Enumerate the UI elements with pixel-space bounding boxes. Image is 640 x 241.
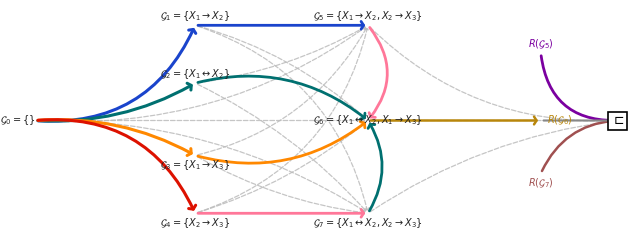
Text: $\mathcal{G}_1 = \{X_1 \rightarrow X_2\}$: $\mathcal{G}_1 = \{X_1 \rightarrow X_2\}… bbox=[160, 9, 230, 23]
Text: $\mathcal{G}_6 = \{X_1 \leftrightarrow X_2, X_1 \rightarrow X_3\}$: $\mathcal{G}_6 = \{X_1 \leftrightarrow X… bbox=[313, 114, 423, 127]
Text: $R(\mathcal{G}_7)$: $R(\mathcal{G}_7)$ bbox=[528, 176, 554, 189]
Text: $\sqsubset$: $\sqsubset$ bbox=[611, 114, 625, 127]
Text: $\mathcal{G}_5 = \{X_1 \rightarrow X_2, X_2 \rightarrow X_3\}$: $\mathcal{G}_5 = \{X_1 \rightarrow X_2, … bbox=[313, 9, 423, 23]
Text: $\mathcal{G}_4 = \{X_2 \rightarrow X_3\}$: $\mathcal{G}_4 = \{X_2 \rightarrow X_3\}… bbox=[160, 216, 230, 229]
Text: $\mathcal{G}_0 = \{\}$: $\mathcal{G}_0 = \{\}$ bbox=[0, 114, 35, 127]
Text: $R(\mathcal{G}_5)$: $R(\mathcal{G}_5)$ bbox=[528, 37, 554, 51]
Text: $\mathcal{G}_3 = \{X_1 \rightarrow X_3\}$: $\mathcal{G}_3 = \{X_1 \rightarrow X_3\}… bbox=[160, 158, 230, 172]
Text: $\mathcal{G}_7 = \{X_1 \leftrightarrow X_2, X_2 \rightarrow X_3\}$: $\mathcal{G}_7 = \{X_1 \leftrightarrow X… bbox=[313, 216, 423, 229]
Text: $R(\mathcal{G}_6)$: $R(\mathcal{G}_6)$ bbox=[547, 114, 573, 127]
Text: $\mathcal{G}_2 = \{X_1 \leftrightarrow X_2\}$: $\mathcal{G}_2 = \{X_1 \leftrightarrow X… bbox=[160, 67, 230, 81]
